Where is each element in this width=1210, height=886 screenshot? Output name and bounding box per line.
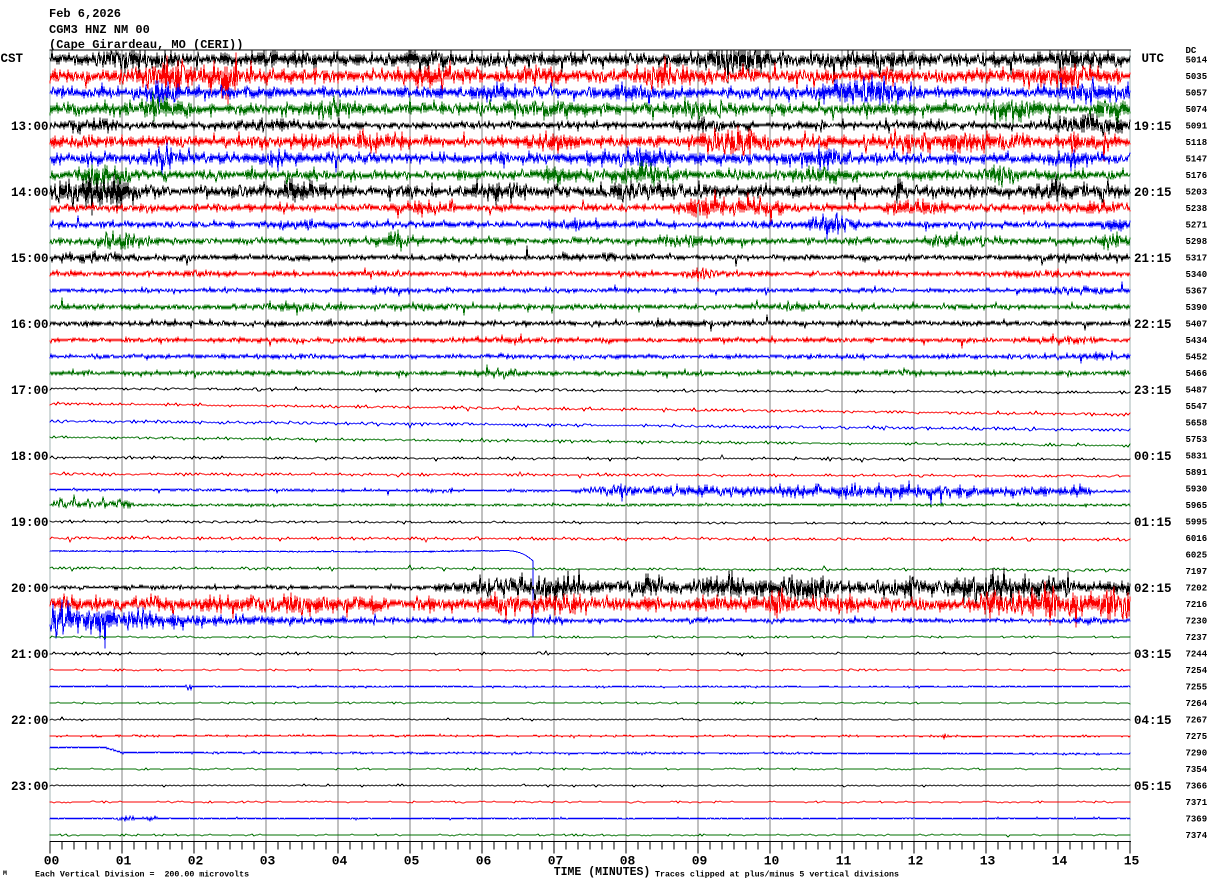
svg-text:19:00: 19:00 bbox=[11, 516, 49, 530]
svg-text:5074: 5074 bbox=[1186, 105, 1208, 115]
svg-text:05: 05 bbox=[404, 854, 420, 869]
svg-text:7254: 7254 bbox=[1186, 666, 1208, 676]
svg-text:03:15: 03:15 bbox=[1134, 648, 1172, 662]
svg-text:Traces clipped at plus/minus 5: Traces clipped at plus/minus 5 vertical … bbox=[655, 870, 899, 880]
svg-text:7366: 7366 bbox=[1186, 782, 1208, 792]
svg-text:7275: 7275 bbox=[1186, 732, 1208, 742]
svg-text:20:00: 20:00 bbox=[11, 582, 49, 596]
svg-text:(Cape Girardeau, MO (CERI)): (Cape Girardeau, MO (CERI)) bbox=[49, 38, 243, 52]
svg-text:5014: 5014 bbox=[1186, 56, 1208, 66]
svg-text:Feb 6,2026: Feb 6,2026 bbox=[49, 7, 121, 21]
svg-text:7264: 7264 bbox=[1186, 699, 1208, 709]
svg-text:7354: 7354 bbox=[1186, 765, 1208, 775]
svg-text:06: 06 bbox=[476, 854, 492, 869]
svg-text:5057: 5057 bbox=[1186, 89, 1208, 99]
svg-text:5340: 5340 bbox=[1186, 270, 1208, 280]
svg-text:5147: 5147 bbox=[1186, 155, 1208, 165]
svg-text:04:15: 04:15 bbox=[1134, 714, 1172, 728]
svg-text:02: 02 bbox=[188, 854, 204, 869]
svg-text:M: M bbox=[3, 870, 7, 877]
svg-text:05:15: 05:15 bbox=[1134, 780, 1172, 794]
svg-text:04: 04 bbox=[332, 854, 348, 869]
svg-text:5891: 5891 bbox=[1186, 468, 1208, 478]
svg-text:CGM3 HNZ NM 00: CGM3 HNZ NM 00 bbox=[49, 23, 150, 37]
svg-text:12: 12 bbox=[908, 854, 924, 869]
svg-text:7369: 7369 bbox=[1186, 815, 1208, 825]
svg-text:13: 13 bbox=[980, 854, 996, 869]
svg-text:21:00: 21:00 bbox=[11, 648, 49, 662]
svg-text:00: 00 bbox=[44, 854, 60, 869]
svg-text:7216: 7216 bbox=[1186, 600, 1208, 610]
svg-text:5298: 5298 bbox=[1186, 237, 1208, 247]
svg-text:5407: 5407 bbox=[1186, 320, 1208, 330]
svg-text:20:15: 20:15 bbox=[1134, 186, 1172, 200]
svg-text:UTC: UTC bbox=[1142, 52, 1165, 66]
svg-text:5547: 5547 bbox=[1186, 402, 1208, 412]
svg-text:5452: 5452 bbox=[1186, 353, 1208, 363]
svg-text:5753: 5753 bbox=[1186, 435, 1208, 445]
svg-text:5271: 5271 bbox=[1186, 221, 1208, 231]
svg-text:16:00: 16:00 bbox=[11, 318, 49, 332]
svg-text:7255: 7255 bbox=[1186, 683, 1208, 693]
svg-text:5965: 5965 bbox=[1186, 501, 1208, 511]
svg-text:7374: 7374 bbox=[1186, 831, 1208, 841]
svg-text:5930: 5930 bbox=[1186, 485, 1208, 495]
svg-text:6025: 6025 bbox=[1186, 551, 1208, 561]
svg-text:CST: CST bbox=[1, 52, 24, 66]
svg-text:7267: 7267 bbox=[1186, 716, 1208, 726]
svg-text:5995: 5995 bbox=[1186, 518, 1208, 528]
svg-text:15:00: 15:00 bbox=[11, 252, 49, 266]
svg-text:09: 09 bbox=[692, 854, 708, 869]
svg-text:Each Vertical Division = 200.: Each Vertical Division = 200.00 microvol… bbox=[35, 870, 249, 880]
svg-text:10: 10 bbox=[764, 854, 780, 869]
svg-text:17:00: 17:00 bbox=[11, 384, 49, 398]
svg-text:7290: 7290 bbox=[1186, 749, 1208, 759]
svg-text:7197: 7197 bbox=[1186, 567, 1208, 577]
svg-text:TIME (MINUTES): TIME (MINUTES) bbox=[554, 866, 651, 879]
svg-text:5658: 5658 bbox=[1186, 419, 1208, 429]
svg-text:5367: 5367 bbox=[1186, 287, 1208, 297]
svg-text:5176: 5176 bbox=[1186, 171, 1208, 181]
svg-text:5390: 5390 bbox=[1186, 303, 1208, 313]
svg-text:7237: 7237 bbox=[1186, 633, 1208, 643]
svg-text:23:15: 23:15 bbox=[1134, 384, 1172, 398]
svg-text:19:15: 19:15 bbox=[1134, 120, 1172, 134]
svg-text:5434: 5434 bbox=[1186, 336, 1208, 346]
svg-text:5091: 5091 bbox=[1186, 122, 1208, 132]
svg-text:15: 15 bbox=[1124, 854, 1140, 869]
svg-text:DC: DC bbox=[1186, 46, 1197, 56]
svg-text:7244: 7244 bbox=[1186, 650, 1208, 660]
svg-text:18:00: 18:00 bbox=[11, 450, 49, 464]
svg-text:01:15: 01:15 bbox=[1134, 516, 1172, 530]
svg-text:5466: 5466 bbox=[1186, 369, 1208, 379]
svg-text:14: 14 bbox=[1052, 854, 1068, 869]
svg-text:07: 07 bbox=[548, 854, 564, 869]
svg-text:00:15: 00:15 bbox=[1134, 450, 1172, 464]
svg-text:22:15: 22:15 bbox=[1134, 318, 1172, 332]
svg-text:14:00: 14:00 bbox=[11, 186, 49, 200]
svg-text:01: 01 bbox=[116, 854, 132, 869]
svg-text:23:00: 23:00 bbox=[11, 780, 49, 794]
svg-text:13:00: 13:00 bbox=[11, 120, 49, 134]
svg-text:03: 03 bbox=[260, 854, 276, 869]
svg-text:5487: 5487 bbox=[1186, 386, 1208, 396]
svg-text:7371: 7371 bbox=[1186, 798, 1208, 808]
svg-text:5035: 5035 bbox=[1186, 72, 1208, 82]
svg-text:5317: 5317 bbox=[1186, 254, 1208, 264]
svg-text:5831: 5831 bbox=[1186, 452, 1208, 462]
svg-text:11: 11 bbox=[836, 854, 852, 869]
svg-text:22:00: 22:00 bbox=[11, 714, 49, 728]
svg-text:21:15: 21:15 bbox=[1134, 252, 1172, 266]
svg-text:7202: 7202 bbox=[1186, 584, 1208, 594]
svg-text:5118: 5118 bbox=[1186, 138, 1208, 148]
svg-text:6016: 6016 bbox=[1186, 534, 1208, 544]
svg-text:08: 08 bbox=[620, 854, 636, 869]
svg-text:02:15: 02:15 bbox=[1134, 582, 1172, 596]
svg-text:5203: 5203 bbox=[1186, 188, 1208, 198]
svg-text:5238: 5238 bbox=[1186, 204, 1208, 214]
svg-text:7230: 7230 bbox=[1186, 617, 1208, 627]
